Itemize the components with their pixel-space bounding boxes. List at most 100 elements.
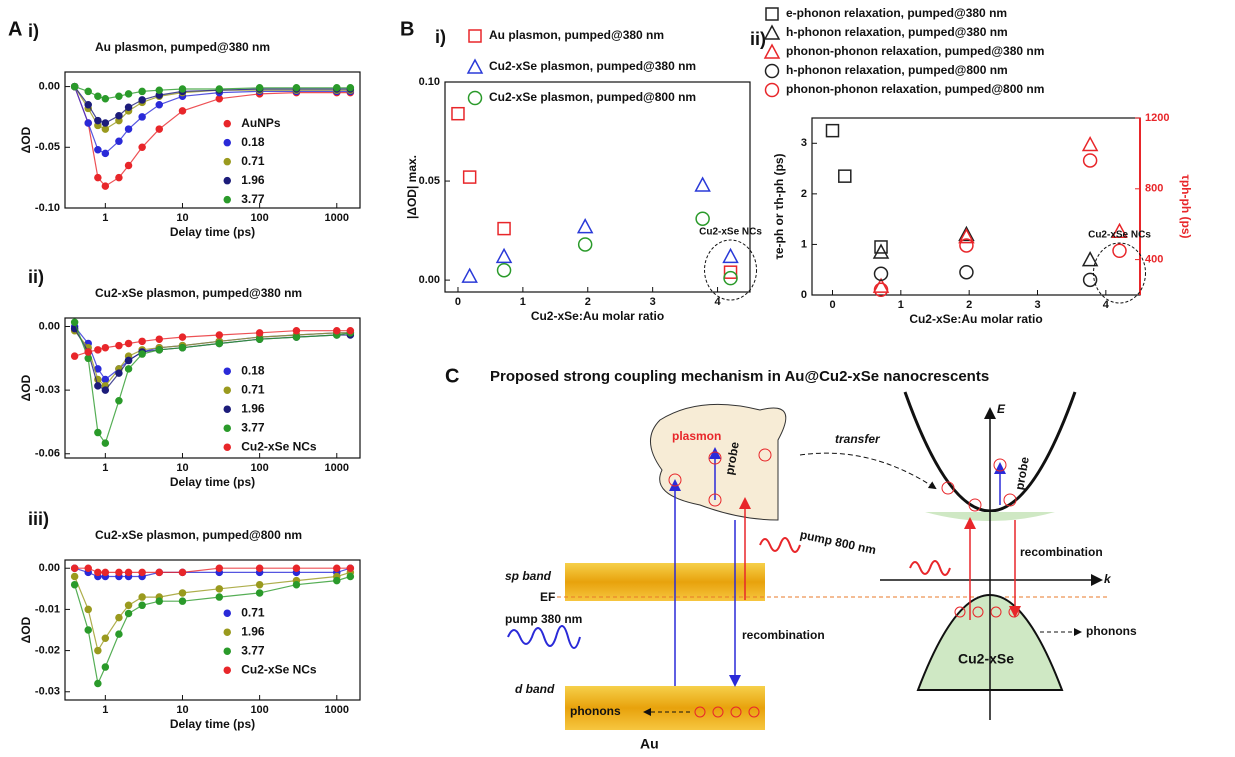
marker (155, 597, 164, 605)
x-axis-label: Delay time (ps) (170, 475, 255, 489)
wave (759, 537, 801, 553)
legend-marker (223, 666, 231, 674)
label: probe (722, 440, 742, 476)
marker (84, 605, 92, 614)
y-tick-label: 0.00 (419, 274, 440, 286)
marker (124, 90, 133, 98)
marker (497, 221, 511, 236)
chart-title: Cu2-xSe plasmon, pumped@380 nm (95, 286, 302, 300)
y2-axis-label: τph-ph (ps) (1179, 174, 1193, 238)
marker (138, 568, 146, 577)
marker (70, 580, 79, 589)
marker (94, 428, 102, 437)
marker (346, 564, 355, 572)
marker (94, 382, 102, 390)
arrow (799, 452, 937, 490)
y-tick-label: 1 (801, 238, 807, 250)
marker (1112, 243, 1127, 258)
marker (874, 240, 888, 254)
legend-label: Cu2-xSe plasmon, pumped@800 nm (489, 90, 696, 104)
marker (292, 84, 301, 92)
legend-label: e-phonon relaxation, pumped@380 nm (786, 6, 1007, 20)
y-axis-label: ΔOD (19, 616, 33, 643)
marker (101, 149, 110, 158)
y-tick-label: -0.02 (35, 644, 60, 656)
x-tick-label: 1000 (325, 462, 349, 474)
marker (333, 84, 341, 92)
legend-marker (763, 24, 781, 40)
marker (1082, 153, 1098, 168)
label: d band (515, 682, 555, 696)
marker (292, 580, 301, 589)
y-tick-label: 3 (801, 137, 807, 149)
series-line (74, 321, 351, 445)
y-tick-label: 0.00 (39, 562, 60, 574)
marker (178, 333, 187, 341)
y2-tick-label: 1200 (1145, 112, 1169, 124)
marker (138, 350, 146, 358)
marker (138, 337, 146, 346)
marker (1081, 251, 1099, 267)
x-tick-label: 10 (176, 704, 188, 716)
x-axis-label: Cu2-xSe:Au molar ratio (909, 312, 1042, 326)
marker (178, 568, 187, 577)
plot-frame (64, 317, 361, 459)
legend-marker (223, 405, 231, 413)
marker (178, 589, 187, 597)
marker (576, 218, 594, 234)
y2-tick-label: 800 (1145, 183, 1163, 195)
y-tick-label: 0.00 (39, 80, 60, 92)
legend-label: Cu2-xSe plasmon, pumped@380 nm (489, 59, 696, 73)
y-tick-label: 0.05 (419, 175, 440, 187)
marker (115, 137, 123, 145)
annotation: Cu2-xSe NCs (1088, 230, 1151, 241)
y-tick-label: -0.10 (35, 202, 60, 214)
marker (255, 329, 264, 337)
x-tick-label: 2 (585, 296, 591, 308)
marker (101, 663, 110, 671)
marker (155, 568, 164, 577)
y-axis-label: ΔOD (19, 126, 33, 153)
label: sp band (505, 569, 552, 583)
marker (451, 106, 465, 121)
legend-marker (223, 424, 231, 432)
marker (215, 331, 224, 339)
marker (155, 335, 164, 343)
x-tick-label: 4 (714, 296, 721, 308)
marker (124, 103, 133, 111)
marker (694, 176, 711, 192)
marker (94, 173, 102, 182)
legend-label: phonon-phonon relaxation, pumped@800 nm (786, 82, 1044, 96)
x-tick-label: 2 (966, 299, 972, 311)
label: k (1104, 572, 1112, 586)
marker (124, 125, 133, 133)
x-tick-label: 1000 (325, 212, 349, 224)
series-line (74, 571, 351, 653)
x-tick-label: 100 (250, 704, 268, 716)
marker (84, 354, 92, 363)
y-tick-label: 0.10 (419, 76, 440, 88)
marker (94, 92, 102, 101)
x-tick-label: 1 (102, 212, 108, 224)
y-tick-label: -0.05 (35, 141, 60, 153)
legend-label: 0.18 (241, 135, 265, 149)
marker (70, 564, 79, 572)
legend-marker (223, 157, 231, 166)
series-line (74, 328, 351, 391)
marker (94, 679, 102, 688)
marker (215, 339, 224, 348)
marker (101, 568, 110, 577)
x-axis-label: Delay time (ps) (170, 717, 255, 731)
marker (215, 85, 224, 93)
legend-label: 0.71 (241, 154, 265, 168)
y-tick-label: 0.00 (39, 320, 60, 332)
x-tick-label: 1 (102, 462, 108, 474)
marker (178, 343, 187, 352)
plot-frame (811, 117, 1141, 296)
marker (155, 346, 164, 354)
marker (873, 266, 889, 282)
marker (723, 270, 738, 286)
label: phonons (570, 704, 621, 718)
diagram-title: Proposed strong coupling mechanism in Au… (490, 368, 989, 385)
